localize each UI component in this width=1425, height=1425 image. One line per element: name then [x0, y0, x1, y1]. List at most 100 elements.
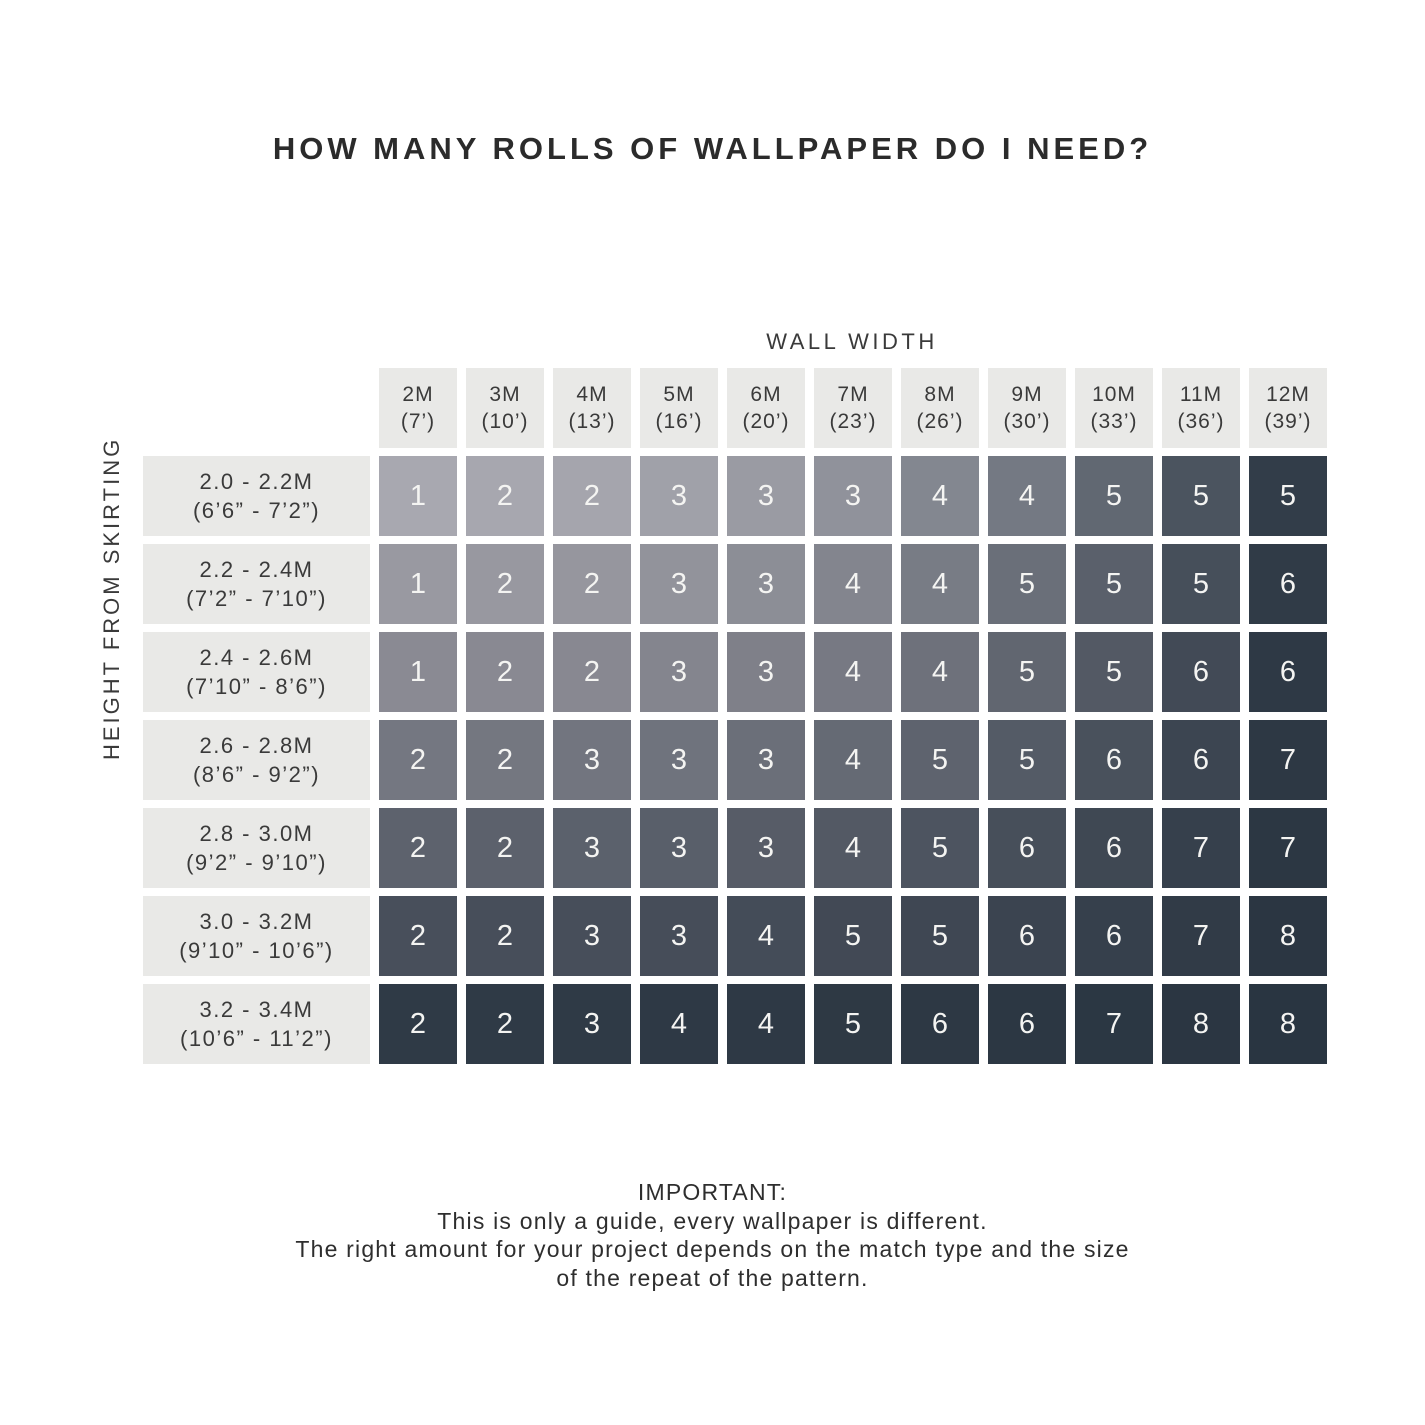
footer-line-4: of the repeat of the pattern.	[556, 1264, 869, 1291]
rolls-cell-r1-c5: 3	[727, 456, 805, 536]
col-header-2m-metric: 2M	[402, 383, 434, 406]
row-header-5-feet: (9’2” - 9’10”)	[186, 850, 327, 875]
rolls-cell-r3-c1: 1	[379, 632, 457, 712]
col-header-5m: 5M (16’)	[640, 368, 718, 448]
col-header-5m-feet: (16’)	[655, 410, 703, 433]
rolls-cell-r5-c11: 7	[1249, 808, 1327, 888]
col-header-2m: 2M (7’)	[379, 368, 457, 448]
rolls-cell-r3-c2: 2	[466, 632, 544, 712]
footer-line-2: This is only a guide, every wallpaper is…	[437, 1207, 988, 1234]
row-header-3: 2.4 - 2.6M (7’10” - 8’6”)	[143, 632, 370, 712]
rolls-cell-r6-c6: 5	[814, 896, 892, 976]
rolls-table: 2M (7’) 3M (10’) 4M (13’) 5M (16’) 6M (20’) 7M (23’…	[143, 368, 1327, 1064]
col-header-12m: 12M (39’)	[1249, 368, 1327, 448]
rolls-cell-r3-c8: 5	[988, 632, 1066, 712]
rolls-cell-r7-c3: 3	[553, 984, 631, 1064]
col-header-8m-metric: 8M	[924, 383, 956, 406]
row-header-7: 3.2 - 3.4M (10’6” - 11’2”)	[143, 984, 370, 1064]
col-header-10m-metric: 10M	[1092, 383, 1136, 406]
rolls-cell-r1-c1: 1	[379, 456, 457, 536]
rolls-cell-r2-c2: 2	[466, 544, 544, 624]
rolls-cell-r3-c11: 6	[1249, 632, 1327, 712]
col-header-12m-feet: (39’)	[1264, 410, 1312, 433]
rolls-cell-r4-c6: 4	[814, 720, 892, 800]
rolls-cell-r3-c9: 5	[1075, 632, 1153, 712]
row-header-7-metric: 3.2 - 3.4M	[199, 997, 314, 1022]
rolls-cell-r1-c7: 4	[901, 456, 979, 536]
col-header-6m-feet: (20’)	[742, 410, 790, 433]
rolls-cell-r7-c10: 8	[1162, 984, 1240, 1064]
col-header-3m-feet: (10’)	[481, 410, 529, 433]
rolls-cell-r5-c6: 4	[814, 808, 892, 888]
rolls-cell-r2-c9: 5	[1075, 544, 1153, 624]
rolls-cell-r2-c10: 5	[1162, 544, 1240, 624]
rolls-cell-r4-c9: 6	[1075, 720, 1153, 800]
rolls-cell-r7-c1: 2	[379, 984, 457, 1064]
col-header-8m-feet: (26’)	[916, 410, 964, 433]
rolls-cell-r5-c8: 6	[988, 808, 1066, 888]
col-header-6m-metric: 6M	[750, 383, 782, 406]
rolls-cell-r1-c10: 5	[1162, 456, 1240, 536]
rolls-cell-r4-c5: 3	[727, 720, 805, 800]
rolls-cell-r3-c6: 4	[814, 632, 892, 712]
col-header-2m-feet: (7’)	[400, 410, 436, 433]
rolls-cell-r2-c5: 3	[727, 544, 805, 624]
row-header-1: 2.0 - 2.2M (6’6” - 7’2”)	[143, 456, 370, 536]
col-header-9m: 9M (30’)	[988, 368, 1066, 448]
col-header-4m: 4M (13’)	[553, 368, 631, 448]
rolls-cell-r5-c5: 3	[727, 808, 805, 888]
rolls-cell-r1-c8: 4	[988, 456, 1066, 536]
row-header-4: 2.6 - 2.8M (8’6” - 9’2”)	[143, 720, 370, 800]
row-header-2-feet: (7’2” - 7’10”)	[186, 586, 327, 611]
row-header-5: 2.8 - 3.0M (9’2” - 9’10”)	[143, 808, 370, 888]
rolls-cell-r6-c10: 7	[1162, 896, 1240, 976]
col-header-11m-metric: 11M	[1179, 383, 1223, 406]
col-header-4m-metric: 4M	[576, 383, 608, 406]
rolls-cell-r5-c1: 2	[379, 808, 457, 888]
rolls-cell-r4-c11: 7	[1249, 720, 1327, 800]
rolls-cell-r6-c2: 2	[466, 896, 544, 976]
rolls-cell-r5-c9: 6	[1075, 808, 1153, 888]
rolls-cell-r3-c4: 3	[640, 632, 718, 712]
col-header-11m-feet: (36’)	[1177, 410, 1225, 433]
col-header-11m: 11M (36’)	[1162, 368, 1240, 448]
row-header-6-feet: (9’10” - 10’6”)	[179, 938, 334, 963]
footer-note: IMPORTANT: This is only a guide, every w…	[0, 1178, 1425, 1292]
col-header-3m: 3M (10’)	[466, 368, 544, 448]
rolls-cell-r2-c6: 4	[814, 544, 892, 624]
row-header-4-feet: (8’6” - 9’2”)	[192, 762, 321, 787]
row-header-1-metric: 2.0 - 2.2M	[199, 469, 314, 494]
rolls-cell-r4-c2: 2	[466, 720, 544, 800]
col-header-10m: 10M (33’)	[1075, 368, 1153, 448]
row-header-6: 3.0 - 3.2M (9’10” - 10’6”)	[143, 896, 370, 976]
rolls-cell-r6-c5: 4	[727, 896, 805, 976]
rolls-cell-r4-c10: 6	[1162, 720, 1240, 800]
rolls-cell-r1-c9: 5	[1075, 456, 1153, 536]
col-header-12m-metric: 12M	[1266, 383, 1310, 406]
page-title: HOW MANY ROLLS OF WALLPAPER DO I NEED?	[272, 131, 1153, 166]
rolls-cell-r7-c7: 6	[901, 984, 979, 1064]
col-header-7m: 7M (23’)	[814, 368, 892, 448]
col-header-6m: 6M (20’)	[727, 368, 805, 448]
table-corner-spacer	[143, 368, 370, 448]
rolls-cell-r6-c7: 5	[901, 896, 979, 976]
rolls-cell-r2-c3: 2	[553, 544, 631, 624]
column-axis-label: WALL WIDTH	[766, 329, 938, 354]
rolls-cell-r7-c9: 7	[1075, 984, 1153, 1064]
col-header-7m-metric: 7M	[837, 383, 869, 406]
row-header-2-metric: 2.2 - 2.4M	[199, 557, 314, 582]
footer-line-3: The right amount for your project depend…	[295, 1236, 1130, 1262]
rolls-cell-r7-c6: 5	[814, 984, 892, 1064]
row-header-6-metric: 3.0 - 3.2M	[199, 909, 314, 934]
rolls-cell-r6-c11: 8	[1249, 896, 1327, 976]
rolls-cell-r7-c8: 6	[988, 984, 1066, 1064]
row-header-1-feet: (6’6” - 7’2”)	[192, 498, 321, 523]
row-header-2: 2.2 - 2.4M (7’2” - 7’10”)	[143, 544, 370, 624]
rolls-cell-r1-c2: 2	[466, 456, 544, 536]
rolls-cell-r4-c8: 5	[988, 720, 1066, 800]
rolls-cell-r5-c2: 2	[466, 808, 544, 888]
rolls-cell-r6-c4: 3	[640, 896, 718, 976]
rolls-cell-r7-c2: 2	[466, 984, 544, 1064]
rolls-cell-r6-c3: 3	[553, 896, 631, 976]
rolls-cell-r5-c3: 3	[553, 808, 631, 888]
